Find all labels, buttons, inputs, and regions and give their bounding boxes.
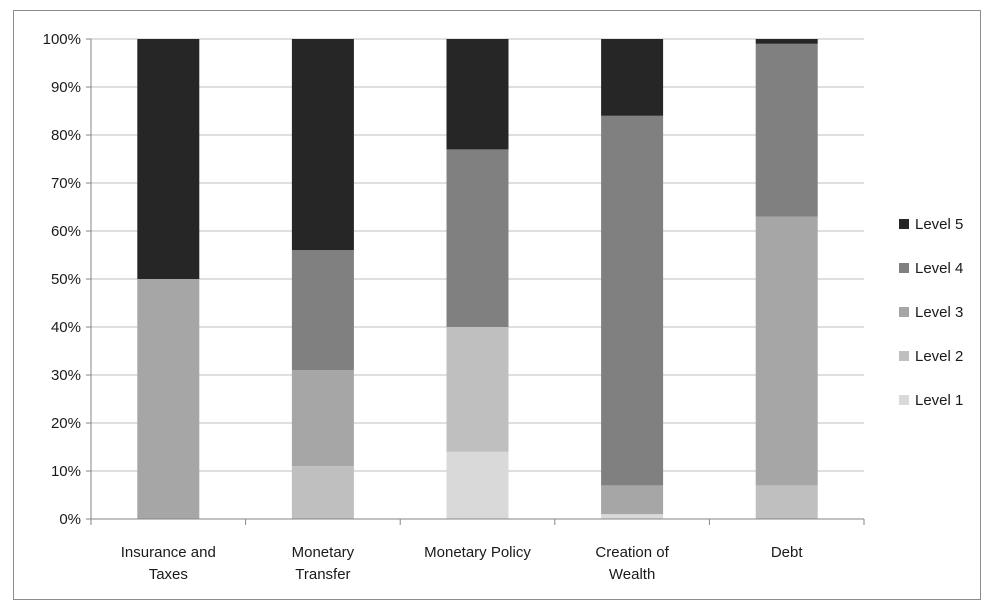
legend-swatch	[899, 307, 909, 317]
bar-segment-level-4	[755, 43, 818, 217]
legend-swatch	[899, 263, 909, 273]
bar-segment-level-3	[137, 279, 200, 519]
y-tick-label: 60%	[51, 223, 81, 240]
legend-label: Level 2	[915, 348, 963, 365]
bar-segment-level-2	[755, 485, 818, 519]
legend-label: Level 4	[915, 260, 963, 277]
y-tick-label: 10%	[51, 463, 81, 480]
bar-segment-level-5	[601, 39, 664, 116]
y-tick-label: 70%	[51, 175, 81, 192]
x-category-label: Debt	[771, 544, 804, 561]
x-category-label: Creation of Wealth	[595, 544, 669, 583]
legend-swatch	[899, 351, 909, 361]
bar-segment-level-5	[137, 39, 200, 279]
bar-segment-level-3	[601, 485, 664, 515]
bar-segment-level-1	[601, 514, 664, 519]
legend-swatch	[899, 395, 909, 405]
bar-segment-level-5	[291, 39, 354, 251]
x-category-label: Monetary Transfer	[292, 544, 355, 583]
x-category-label: Monetary Policy	[424, 544, 531, 561]
y-tick-label: 80%	[51, 127, 81, 144]
y-tick-label: 40%	[51, 319, 81, 336]
bar-segment-level-2	[291, 466, 354, 519]
bar-segment-level-1	[446, 451, 509, 519]
bar-segment-level-3	[755, 216, 818, 486]
bar-segment-level-4	[446, 149, 509, 327]
legend-swatch	[899, 219, 909, 229]
y-tick-label: 50%	[51, 271, 81, 288]
bar-segment-level-3	[291, 370, 354, 467]
bar-segment-level-4	[601, 115, 664, 486]
y-tick-label: 100%	[43, 31, 81, 48]
bar-segment-level-2	[446, 327, 509, 452]
x-category-label: Insurance and Taxes	[121, 544, 216, 583]
legend-label: Level 5	[915, 216, 963, 233]
bar-segment-level-5	[446, 39, 509, 150]
y-tick-label: 0%	[59, 511, 81, 528]
bar-segment-level-4	[291, 250, 354, 371]
y-tick-label: 30%	[51, 367, 81, 384]
legend-label: Level 3	[915, 304, 963, 321]
bar-segment-level-5	[755, 39, 818, 44]
y-tick-label: 90%	[51, 79, 81, 96]
legend-label: Level 1	[915, 392, 963, 409]
y-tick-label: 20%	[51, 415, 81, 432]
